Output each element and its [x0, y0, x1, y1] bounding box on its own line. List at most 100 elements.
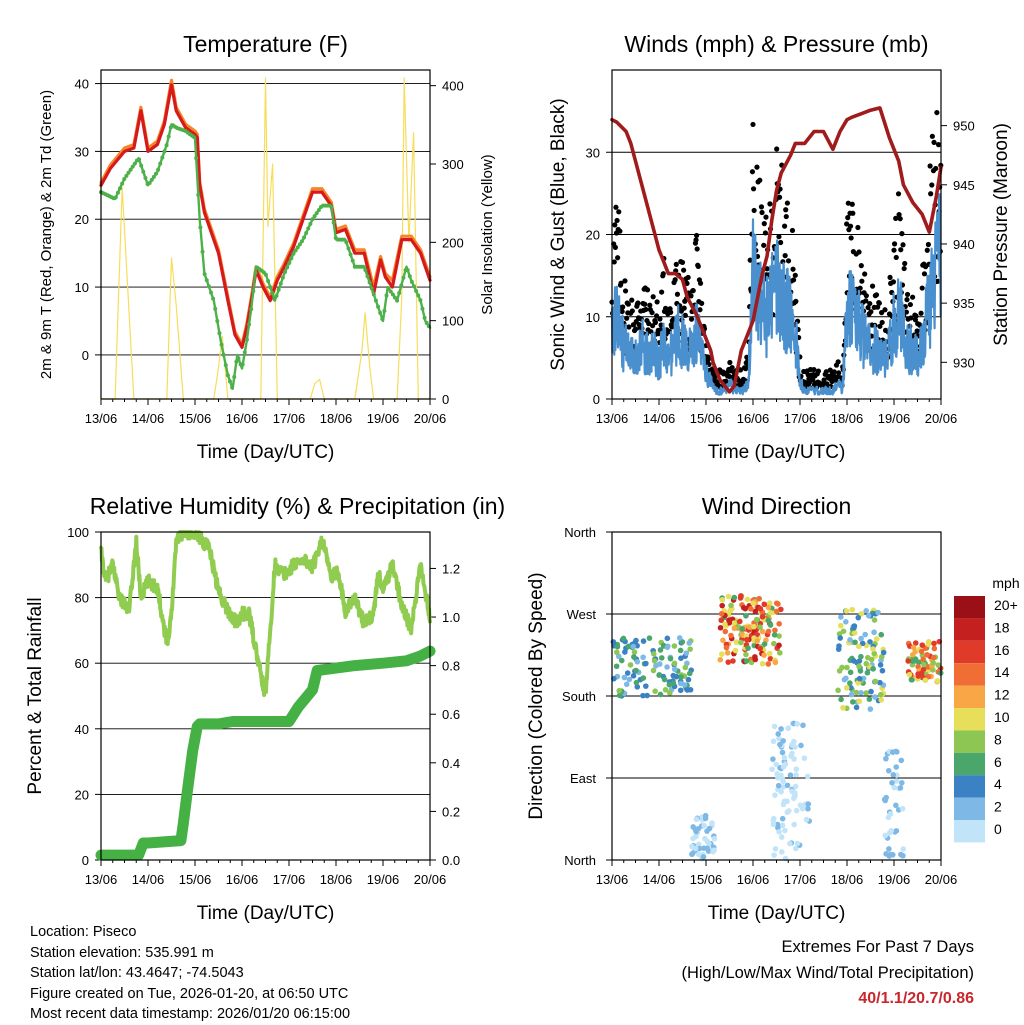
y-tick-label: 60 [75, 656, 89, 671]
wind-direction-point [893, 778, 900, 784]
gust-point [919, 285, 925, 291]
wind-direction-point [754, 638, 761, 644]
gust-point [867, 300, 873, 307]
colorbar-swatch [954, 797, 985, 820]
gust-point [850, 210, 856, 216]
plot-frame [611, 69, 942, 400]
wind-direction-point [687, 646, 693, 652]
dewpoint-point [371, 292, 376, 297]
wind-direction-point [627, 662, 634, 668]
station-info: Location: Piseco Station elevation: 535.… [30, 922, 350, 1025]
wind-direction-point [746, 624, 753, 630]
dewpoint-point [211, 296, 216, 301]
wind-direction-point [779, 749, 786, 756]
colorbar-label: 20+ [994, 597, 1018, 613]
wind-direction-point [847, 637, 853, 643]
gust-point [902, 260, 908, 267]
y2-tick-label: 930 [953, 355, 975, 370]
wind-direction-point [899, 805, 906, 812]
wind-speed-line [610, 193, 942, 396]
wind-direction-point [887, 851, 894, 858]
gust-point [688, 293, 694, 299]
gust-point [695, 263, 701, 270]
dewpoint-point [412, 284, 417, 289]
wind-direction-point [766, 600, 773, 606]
gust-point [791, 277, 797, 283]
gust-point [903, 309, 910, 315]
wind-direction-point [728, 632, 734, 639]
wind-direction-point [851, 625, 857, 631]
wind-direction-point [934, 678, 941, 684]
temp-9m-line [99, 78, 432, 347]
gust-point [918, 310, 924, 316]
wind-direction-point [730, 658, 736, 664]
plot-frame [611, 531, 942, 861]
dewpoint-point [363, 268, 368, 273]
y2-tick-label: 935 [953, 296, 975, 311]
wind-direction-point [791, 821, 798, 828]
gust-point [672, 277, 678, 283]
dewpoint-point [200, 249, 205, 254]
dewpoint-point [122, 177, 127, 182]
x-tick-label: 18/06 [831, 872, 864, 887]
dewpoint-point [223, 363, 228, 368]
wind-direction-point [630, 673, 637, 679]
dewpoint-point [287, 260, 292, 265]
y-tick-label: 30 [586, 145, 600, 160]
gust-point [935, 142, 942, 148]
temperature-panel: Temperature (F) Time (Day/UTC) 2m & 9m T (… [38, 31, 496, 463]
wind-direction-point [867, 706, 874, 712]
wind-direction-point [731, 625, 738, 632]
gust-point [694, 232, 700, 239]
dewpoint-point [242, 350, 247, 355]
wind-direction-point [769, 766, 775, 773]
gust-point [863, 293, 869, 299]
gust-point [669, 324, 675, 330]
wind-direction-point [787, 840, 793, 847]
wind-direction-point [856, 675, 863, 682]
wind-direction-point [776, 621, 782, 627]
wind-direction-point [752, 608, 759, 615]
wind-direction-point [664, 635, 671, 642]
wind-direction-point [776, 633, 782, 639]
wind-direction-point [662, 686, 669, 693]
dewpoint-point [361, 264, 366, 269]
x-tick-label: 14/06 [132, 872, 165, 887]
wind-direction-point [805, 805, 811, 812]
gust-point [893, 254, 899, 261]
wind-direction-point [843, 608, 850, 614]
x-tick-label: 13/06 [596, 872, 629, 887]
gust-point [856, 249, 862, 255]
wind-direction-point [803, 816, 810, 823]
panel-title: Winds (mph) & Pressure (mb) [624, 31, 928, 57]
dewpoint-point [380, 316, 385, 321]
wind-direction-point [717, 624, 724, 631]
wind-direction-point [782, 761, 789, 767]
wind-direction-point [718, 617, 725, 624]
wind-direction-point [682, 664, 689, 671]
y2-tick-label: 950 [953, 119, 975, 134]
wind-direction-point [771, 723, 778, 730]
dewpoint-point [166, 134, 171, 139]
wind-direction-point [905, 658, 911, 664]
dewpoint-point [120, 181, 125, 186]
wind-direction-point [893, 764, 900, 770]
wind-direction-point [789, 788, 795, 795]
wind-direction-point [805, 801, 812, 807]
wind-direction-point [780, 784, 787, 790]
location-text: Location: Piseco [30, 924, 137, 940]
wind-direction-point [683, 650, 690, 656]
wind-direction-point [765, 628, 772, 635]
relative-humidity-line [99, 530, 432, 697]
gust-point [611, 259, 617, 265]
wind-direction-point [800, 722, 806, 729]
gust-point [660, 271, 666, 277]
dewpoint-point [395, 298, 400, 303]
dewpoint-point [376, 304, 381, 309]
x-tick-label: 20/06 [925, 872, 958, 887]
wind-direction-point [725, 659, 732, 665]
wind-direction-point [774, 821, 781, 828]
wind-direction-point [857, 668, 864, 674]
gust-point [935, 278, 941, 284]
gust-point [668, 309, 674, 315]
